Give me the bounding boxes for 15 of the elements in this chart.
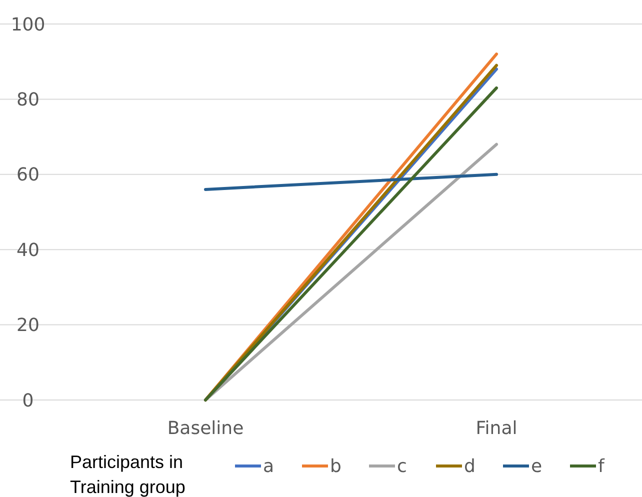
legend-label: f (598, 456, 605, 477)
y-tick-label: 20 (16, 315, 40, 336)
y-tick-label: 0 (22, 390, 34, 412)
y-tick-label: 80 (16, 90, 40, 110)
x-tick-label: Baseline (167, 418, 244, 439)
y-tick-label: 40 (16, 240, 40, 261)
legend-title: Participants in Training group (70, 452, 186, 497)
legend-label: d (464, 456, 476, 477)
legend-label: a (263, 456, 274, 477)
y-tick-label: 60 (16, 164, 40, 186)
y-tick-label: 100 (10, 14, 46, 36)
legend-label: b (330, 456, 342, 477)
x-tick-label: Final (476, 418, 518, 439)
legend-label: c (397, 456, 407, 477)
legend-label: e (531, 456, 542, 477)
